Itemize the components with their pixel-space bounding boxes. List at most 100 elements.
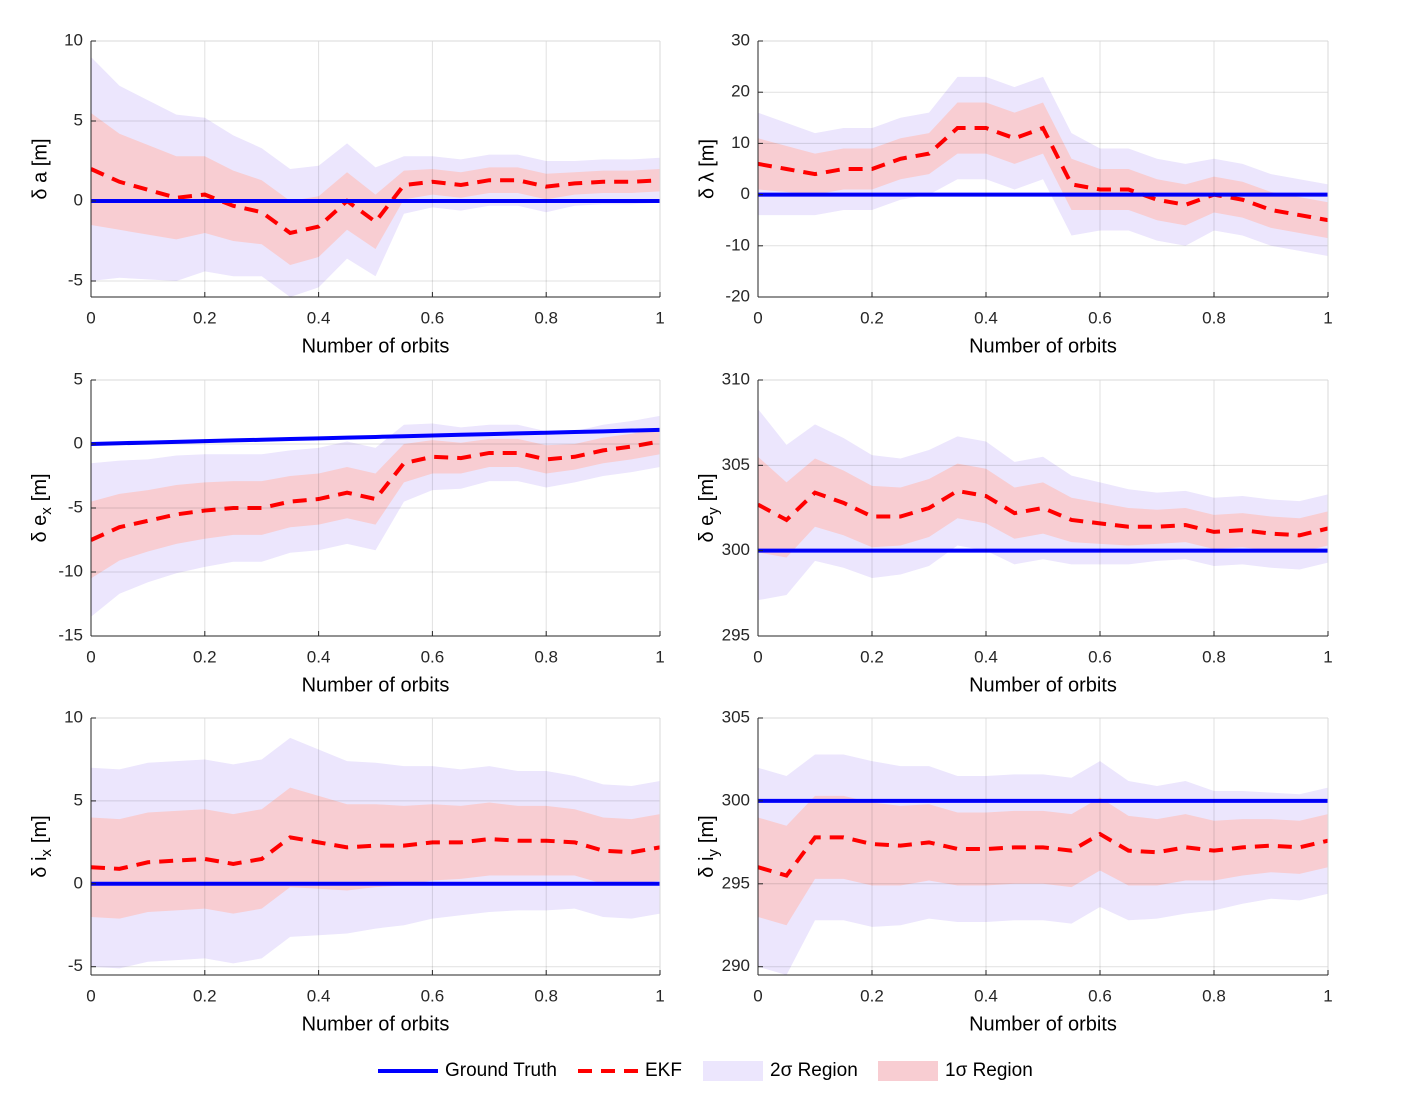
x-tick-label: 0.8 (1202, 986, 1226, 1005)
y-axis-label: δ ex [m] (29, 473, 55, 542)
x-tick-label: 0.6 (1088, 647, 1112, 666)
estimate-line (758, 831, 1328, 878)
x-tick-label: 0 (86, 647, 95, 666)
y-tick-label: 10 (731, 133, 750, 152)
x-tick-label: 0.6 (1088, 986, 1112, 1005)
y-tick-label: 295 (722, 625, 750, 644)
x-tick-label: 0 (753, 647, 762, 666)
plot-layer (758, 76, 1328, 257)
y-axis-label: δ λ [m] (696, 139, 718, 199)
x-tick-label: 0.8 (534, 647, 558, 666)
y-tick-label: 0 (74, 433, 83, 452)
x-tick-label: 0.6 (421, 308, 445, 327)
y-tick-label: -5 (68, 270, 83, 289)
band (91, 787, 660, 919)
label-text: δ e (29, 515, 51, 543)
subplot: 0 0.2 0.4 0.6 0.8 1 290 295 300 305 Number of orbi… (696, 707, 1332, 1035)
plot-layer (91, 57, 660, 297)
label-text: δ e (696, 515, 718, 543)
x-tick-label: 0.4 (974, 308, 998, 327)
y-tick-label: -15 (58, 625, 83, 644)
x-tick-label: 0.6 (1088, 308, 1112, 327)
x-axis-label: Number of orbits (302, 335, 450, 357)
x-tick-label: 1 (1323, 986, 1332, 1005)
plot-layer (758, 754, 1328, 975)
x-axis-label: Number of orbits (969, 674, 1117, 696)
subplot: 0 0.2 0.4 0.6 0.8 1 -15 -10 -5 0 5 Number of orbits… (29, 369, 664, 696)
x-tick-label: 0.2 (193, 647, 217, 666)
y-tick-label: 10 (64, 707, 83, 726)
truth-line (91, 427, 660, 446)
label-subscript: x (38, 849, 55, 857)
band (91, 113, 660, 265)
x-tick-label: 1 (655, 986, 664, 1005)
y-tick-label: 310 (722, 369, 750, 388)
subplot: 0 0.2 0.4 0.6 0.8 1 295 300 305 310 Number of orbi… (696, 369, 1332, 696)
x-tick-label: 0.4 (307, 308, 331, 327)
x-tick-label: 0.8 (1202, 647, 1226, 666)
x-tick-label: 0.4 (974, 986, 998, 1005)
y-axis-label: δ ix [m] (29, 815, 55, 877)
x-tick-label: 1 (655, 647, 664, 666)
label-text: δ i (696, 857, 718, 878)
legend-label: 1σ Region (945, 1060, 1033, 1081)
x-tick-label: 0.6 (421, 647, 445, 666)
legend: Ground Truth EKF 2σ Region 1σ Region (378, 1060, 1033, 1081)
y-tick-label: 30 (731, 30, 750, 49)
estimate-line (91, 439, 660, 542)
y-tick-label: 0 (74, 190, 83, 209)
x-tick-label: 1 (655, 308, 664, 327)
estimate-line (758, 125, 1328, 223)
x-tick-label: 0.4 (974, 647, 998, 666)
legend-swatch (703, 1061, 763, 1081)
x-tick-label: 0.2 (860, 986, 884, 1005)
subplot: 0 0.2 0.4 0.6 0.8 1 -20 -10 0 10 20 30 Number of orb… (696, 30, 1332, 357)
legend-label: Ground Truth (445, 1060, 557, 1081)
band (758, 456, 1328, 558)
x-axis-label: Number of orbits (302, 1013, 450, 1035)
legend-label: EKF (645, 1060, 682, 1081)
x-tick-label: 0.2 (860, 308, 884, 327)
y-axis-label: δ a [m] (29, 138, 51, 199)
y-tick-label: 5 (74, 369, 83, 388)
y-tick-label: -20 (725, 286, 750, 305)
y-tick-label: 295 (722, 873, 750, 892)
y-tick-label: 10 (64, 30, 83, 49)
band (758, 102, 1328, 239)
x-axis-label: Number of orbits (969, 1013, 1117, 1035)
x-axis-label: Number of orbits (969, 335, 1117, 357)
y-tick-label: 5 (74, 110, 83, 129)
x-tick-label: 0.8 (534, 308, 558, 327)
x-axis-label: Number of orbits (302, 674, 450, 696)
x-tick-label: 0.2 (193, 308, 217, 327)
x-tick-label: 1 (1323, 647, 1332, 666)
y-tick-label: 20 (731, 82, 750, 101)
band (91, 428, 660, 579)
y-tick-label: 300 (722, 790, 750, 809)
x-tick-label: 0.8 (1202, 308, 1226, 327)
x-tick-label: 0.8 (534, 986, 558, 1005)
label-unit: [m] (29, 815, 51, 843)
x-tick-label: 0 (753, 986, 762, 1005)
label-unit: [m] (696, 473, 718, 501)
x-tick-label: 0.2 (860, 647, 884, 666)
estimate-line (91, 835, 660, 871)
y-tick-label: 5 (74, 790, 83, 809)
y-tick-label: 290 (722, 956, 750, 975)
x-tick-label: 0.4 (307, 647, 331, 666)
label-subscript: y (705, 507, 722, 515)
y-tick-label: 305 (722, 707, 750, 726)
y-tick-label: 0 (74, 873, 83, 892)
y-tick-label: -5 (68, 497, 83, 516)
y-tick-label: -5 (68, 956, 83, 975)
plot-layer (91, 737, 660, 969)
y-tick-label: 300 (722, 540, 750, 559)
label-subscript: x (38, 507, 55, 515)
label-subscript: y (705, 849, 722, 857)
plot-layer (91, 415, 660, 617)
label-unit: [m] (29, 473, 51, 501)
x-tick-label: 0.6 (421, 986, 445, 1005)
x-tick-label: 0 (86, 986, 95, 1005)
